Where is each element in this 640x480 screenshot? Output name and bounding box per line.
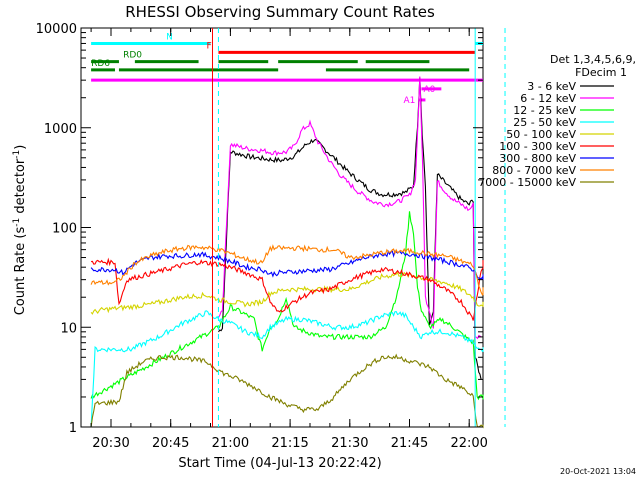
- series-line-4: [90, 271, 484, 315]
- x-tick-label-2: 21:00: [212, 436, 249, 451]
- y-axis-label-end: ): [13, 145, 28, 150]
- y-axis-label-start: Count Rate (s: [13, 227, 28, 316]
- series-line-6: [90, 249, 484, 281]
- state-label-5: A0: [423, 85, 435, 95]
- state-label-1: F: [206, 41, 211, 51]
- legend-label-2: 12 - 25 keV: [513, 104, 576, 117]
- series-lines: [90, 76, 484, 429]
- state-label-3: RD6: [91, 59, 110, 69]
- x-axis: 20:30 20:45 21:00 21:15 21:30 21:45 22:00: [90, 28, 488, 451]
- legend-title-line-2: FDecim 1: [575, 66, 627, 79]
- y-tick-label-4: 10000: [36, 22, 77, 37]
- x-axis-label: Start Time (04-Jul-13 20:22:42): [178, 456, 381, 471]
- legend-label-3: 25 - 50 keV: [513, 116, 576, 129]
- y-tick-label-3: 1000: [44, 122, 77, 137]
- legend-label-6: 300 - 800 keV: [499, 152, 576, 165]
- y-tick-label-2: 100: [52, 222, 77, 237]
- x-tick-label-1: 20:45: [152, 436, 189, 451]
- state-label-2: RD0: [123, 51, 142, 61]
- series-line-8: [90, 353, 484, 429]
- legend-label-7: 800 - 7000 keV: [492, 164, 576, 177]
- y-tick-label-0: 1: [69, 421, 77, 436]
- series-line-1: [218, 76, 482, 340]
- y-axis-label-sup: -1: [12, 218, 22, 227]
- legend-title-line-1: Det 1,3,4,5,6,9,: [550, 53, 636, 66]
- legend-label-0: 3 - 6 keV: [527, 80, 576, 93]
- y-axis-label-mid: detector: [13, 158, 28, 218]
- series-line-2: [90, 211, 484, 401]
- legend-label-4: 50 - 100 keV: [506, 128, 576, 141]
- legend-label-1: 6 - 12 keV: [520, 92, 576, 105]
- instrument-state-bars: N F RD0 RD6 A0 A1: [91, 32, 483, 106]
- series-line-7: [90, 244, 484, 296]
- x-tick-label-5: 21:45: [391, 436, 428, 451]
- series-line-5: [91, 257, 484, 321]
- render-timestamp: 20-Oct-2021 13:04: [560, 467, 636, 476]
- x-tick-label-6: 22:00: [450, 436, 487, 451]
- x-tick-label-0: 20:30: [92, 436, 129, 451]
- legend-label-8: 7000 - 15000 keV: [478, 176, 576, 189]
- series-line-3: [90, 310, 484, 428]
- chart-title: RHESSI Observing Summary Count Rates: [125, 3, 435, 21]
- x-tick-label-3: 21:15: [271, 436, 308, 451]
- series-line-0: [218, 77, 482, 380]
- y-axis-label-sup2: -1: [12, 150, 22, 159]
- legend-label-5: 100 - 300 keV: [499, 140, 576, 153]
- attenuator-markers: [211, 28, 506, 427]
- y-tick-label-1: 10: [60, 321, 77, 336]
- y-axis-label: Count Rate (s-1 detector-1): [12, 145, 28, 316]
- state-label-6: A1: [403, 96, 415, 106]
- x-tick-label-4: 21:30: [331, 436, 368, 451]
- state-label-0: N: [166, 32, 173, 42]
- y-axis: 1 10 100 1000 10000: [36, 22, 483, 436]
